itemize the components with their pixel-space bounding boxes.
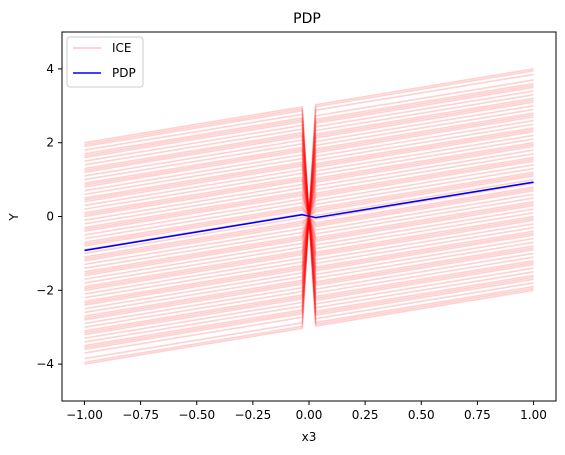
legend: ICE PDP	[67, 37, 143, 87]
x-tick-label: 0.00	[296, 408, 323, 422]
legend-pdp-label: PDP	[112, 66, 136, 80]
x-tick-label: −0.50	[178, 408, 215, 422]
y-tick-label: 4	[46, 62, 54, 76]
x-tick-label: 0.25	[352, 408, 379, 422]
x-tick-label: 1.00	[520, 408, 547, 422]
x-axis-ticks: −1.00 −0.75 −0.50 −0.25 0.00 0.25 0.50 0.75 1.00	[66, 401, 547, 422]
x-tick-label: −1.00	[66, 408, 103, 422]
y-tick-label: 0	[46, 210, 54, 224]
x-tick-label: −0.75	[122, 408, 159, 422]
chart-title: PDP	[293, 11, 321, 27]
y-tick-label: 2	[46, 136, 54, 150]
legend-ice-label: ICE	[112, 41, 132, 55]
x-tick-label: 0.50	[408, 408, 435, 422]
x-axis-label: x3	[302, 430, 317, 444]
x-tick-label: −0.25	[234, 408, 271, 422]
y-tick-label: −4	[36, 357, 54, 371]
x-tick-label: 0.75	[464, 408, 491, 422]
y-tick-label: −2	[36, 283, 54, 297]
y-axis-label: Y	[7, 213, 21, 222]
y-axis-ticks: −4 −2 0 2 4	[36, 62, 62, 371]
